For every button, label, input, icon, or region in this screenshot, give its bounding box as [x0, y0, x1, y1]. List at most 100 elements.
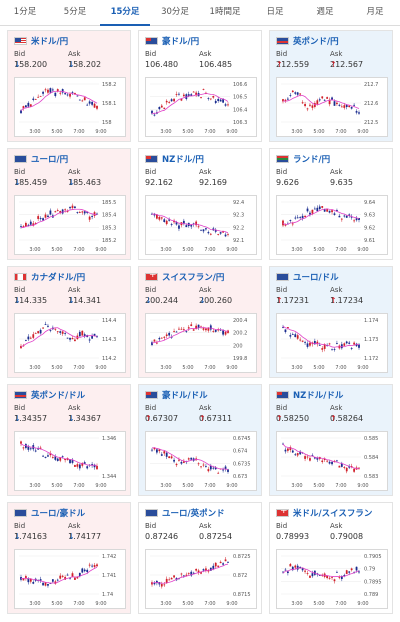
mini-chart[interactable]: 1.742 1.741 1.74 3:00 5:00 7:00 9:00: [14, 549, 126, 609]
candlestick-chart: 158.2 158.1 158 3:00 5:00 7:00 9:00: [19, 82, 116, 135]
pair-name[interactable]: 英ポンド/円: [293, 37, 339, 47]
candle: [209, 98, 212, 100]
rate-card[interactable]: 米ドル/円 Bid Ask ↓ 158.200 ↓ 158.202 158.2 158.1 158…: [7, 30, 131, 142]
y-tick-label: 199.8: [233, 356, 247, 362]
pair-name[interactable]: 豪ドル/ドル: [162, 391, 208, 401]
flag-icon: [276, 155, 289, 163]
rate-card[interactable]: 豪ドル/ドル Bid Ask ↑ 0.67307 ↑ 0.67311 0.6745 0.674 0…: [138, 384, 262, 496]
tab-timeframe[interactable]: 5分足: [63, 7, 87, 17]
pair-name[interactable]: ユーロ/円: [31, 155, 69, 165]
candle: [323, 99, 326, 101]
mini-chart[interactable]: 0.8725 0.872 0.8715 3:00 5:00 7:00 9:00: [145, 549, 257, 609]
candle: [340, 463, 343, 467]
candle: [209, 233, 212, 235]
rate-card[interactable]: ランド/円 Bid Ask 9.626 9.635 9.64 9.63 9.62 9.61 3:0…: [269, 148, 393, 260]
rate-card[interactable]: スイスフラン/円 Bid Ask ↓200.244 ↓200.260 200.4 200.2…: [138, 266, 262, 378]
candle: [331, 349, 333, 351]
candle: [27, 102, 30, 107]
pair-name[interactable]: ランド/円: [293, 155, 331, 165]
candle: [219, 232, 222, 234]
ask-value: ↓ 185.463: [68, 178, 102, 187]
candle: [71, 573, 74, 577]
rate-card[interactable]: NZドル/ドル Bid Ask ↑ 0.58250 ↑ 0.58264 0.585 0.584 0…: [269, 384, 393, 496]
pair-name[interactable]: カナダドル/円: [31, 273, 86, 283]
candle: [306, 208, 309, 212]
candle: [185, 574, 188, 576]
candle: [348, 571, 351, 573]
candle: [22, 447, 25, 449]
mini-chart[interactable]: 0.6745 0.674 0.6735 0.673 3:00 5:00 7:00 9:00: [145, 431, 257, 491]
candle: [338, 465, 341, 468]
rate-card[interactable]: ユーロ/英ポンド Bid Ask 0.87246 0.87254 0.8725 0.872 0…: [138, 502, 262, 614]
pair-name[interactable]: ユーロ/英ポンド: [162, 509, 225, 519]
tab-timeframe[interactable]: 月足: [366, 7, 384, 17]
candle: [207, 327, 210, 331]
rate-card[interactable]: 米ドル/スイスフランBidAsk0.789930.790080.79050.79…: [269, 502, 393, 614]
candle: [326, 460, 329, 462]
bid-value: 106.480: [145, 60, 179, 69]
y-tick-label: 9.61: [364, 238, 375, 244]
mini-chart[interactable]: 200.4 200.2 200 199.8 3:00 5:00 7:00 9:00: [145, 313, 257, 373]
tab-timeframe[interactable]: 日足: [266, 7, 284, 17]
pair-name[interactable]: ユーロ/ドル: [293, 273, 339, 283]
rate-card[interactable]: 英ポンド/ドル Bid Ask ↓ 1.34357 ↓ 1.34367 1.346 1.344 3…: [7, 384, 131, 496]
pair-name[interactable]: 英ポンド/ドル: [31, 391, 86, 401]
mini-chart[interactable]: 1.346 1.344 3:00 5:00 7:00 9:00: [14, 431, 126, 491]
candle: [205, 228, 207, 230]
bid-label: Bid: [145, 404, 157, 412]
flag-icon: [14, 509, 27, 517]
candle: [22, 226, 25, 227]
candle: [175, 222, 178, 225]
moving-average-line: [151, 92, 229, 114]
candle: [54, 328, 57, 330]
x-tick-label: 5:00: [182, 483, 193, 489]
y-tick-label: 0.79: [364, 567, 375, 573]
candle: [56, 331, 59, 333]
candle: [180, 461, 183, 464]
rate-card[interactable]: 英ポンド/円 Bid Ask ↑ 212.559 ↑ 212.567 212.7 212.6 21…: [269, 30, 393, 142]
candle: [336, 571, 338, 573]
x-tick-label: 9:00: [95, 483, 106, 489]
mini-chart[interactable]: 185.5 185.4 185.3 185.2 3:00 5:00 7:00 9:00: [14, 195, 126, 255]
rate-card[interactable]: ユーロ/豪ドル Bid Ask ↓ 1.74163 ↓ 1.74177 1.742 1.741 1…: [7, 502, 131, 614]
rate-card[interactable]: ユーロ/円 Bid Ask ↓ 185.459 ↓ 185.463 185.5 185.4 185…: [7, 148, 131, 260]
candle: [328, 210, 331, 213]
mini-chart[interactable]: 92.4 92.3 92.2 92.1 3:00 5:00 7:00 9:00: [145, 195, 257, 255]
candle: [333, 579, 336, 582]
rate-card[interactable]: ユーロ/ドル Bid Ask ↑ 1.17231 ↑ 1.17234 1.174 1.173 1.…: [269, 266, 393, 378]
candle: [200, 571, 202, 574]
pair-name[interactable]: NZドル/円: [162, 155, 204, 165]
tab-timeframe[interactable]: 週足: [316, 7, 334, 17]
candle: [212, 331, 215, 332]
x-tick-label: 7:00: [73, 365, 84, 371]
candle: [343, 215, 346, 217]
mini-chart[interactable]: 212.7 212.6 212.5 3:00 5:00 7:00 9:00: [276, 77, 388, 137]
pair-name[interactable]: 米ドル/円: [31, 37, 69, 47]
tab-timeframe[interactable]: 15分足: [100, 0, 150, 26]
ask-label: Ask: [330, 50, 343, 58]
mini-chart[interactable]: 0.7905 0.79 0.7895 0.789 3:00 5:00 7:00 9:00: [276, 549, 388, 609]
pair-name[interactable]: スイスフラン/円: [162, 273, 225, 283]
tab-timeframe[interactable]: 1分足: [13, 7, 37, 17]
candle: [200, 97, 202, 98]
pair-name[interactable]: 米ドル/スイスフラン: [293, 509, 373, 519]
tab-timeframe[interactable]: 30分足: [161, 7, 189, 17]
bid-label: Bid: [145, 168, 157, 176]
mini-chart[interactable]: 106.6 106.5 106.4 106.3 3:00 5:00 7:00 9:00: [145, 77, 257, 137]
pair-name[interactable]: 豪ドル/円: [162, 37, 200, 47]
mini-chart[interactable]: 1.174 1.173 1.172 3:00 5:00 7:00 9:00: [276, 313, 388, 373]
mini-chart[interactable]: 9.64 9.63 9.62 9.61 3:00 5:00 7:00 9:00: [276, 195, 388, 255]
pair-name[interactable]: NZドル/ドル: [293, 391, 344, 401]
pair-name[interactable]: ユーロ/豪ドル: [31, 509, 86, 519]
rate-card[interactable]: 豪ドル/円 Bid Ask 106.480 106.485 106.6 106.5 106.4…: [138, 30, 262, 142]
candle: [202, 88, 205, 90]
rate-card[interactable]: カナダドル/円 Bid Ask ↓ 114.335 ↓ 114.341 114.4 114.3 1…: [7, 266, 131, 378]
x-tick-label: 3:00: [29, 601, 40, 607]
mini-chart[interactable]: 0.585 0.584 0.583 3:00 5:00 7:00 9:00: [276, 431, 388, 491]
mini-chart[interactable]: 158.2 158.1 158 3:00 5:00 7:00 9:00: [14, 77, 126, 137]
candle: [219, 329, 222, 331]
mini-chart[interactable]: 114.4 114.3 114.2 3:00 5:00 7:00 9:00: [14, 313, 126, 373]
rate-card[interactable]: NZドル/円 Bid Ask 92.162 92.169 92.4 92.3 92.2 92.1…: [138, 148, 262, 260]
tab-timeframe[interactable]: 1時間足: [209, 7, 241, 17]
card-header: カナダドル/円: [14, 271, 85, 283]
